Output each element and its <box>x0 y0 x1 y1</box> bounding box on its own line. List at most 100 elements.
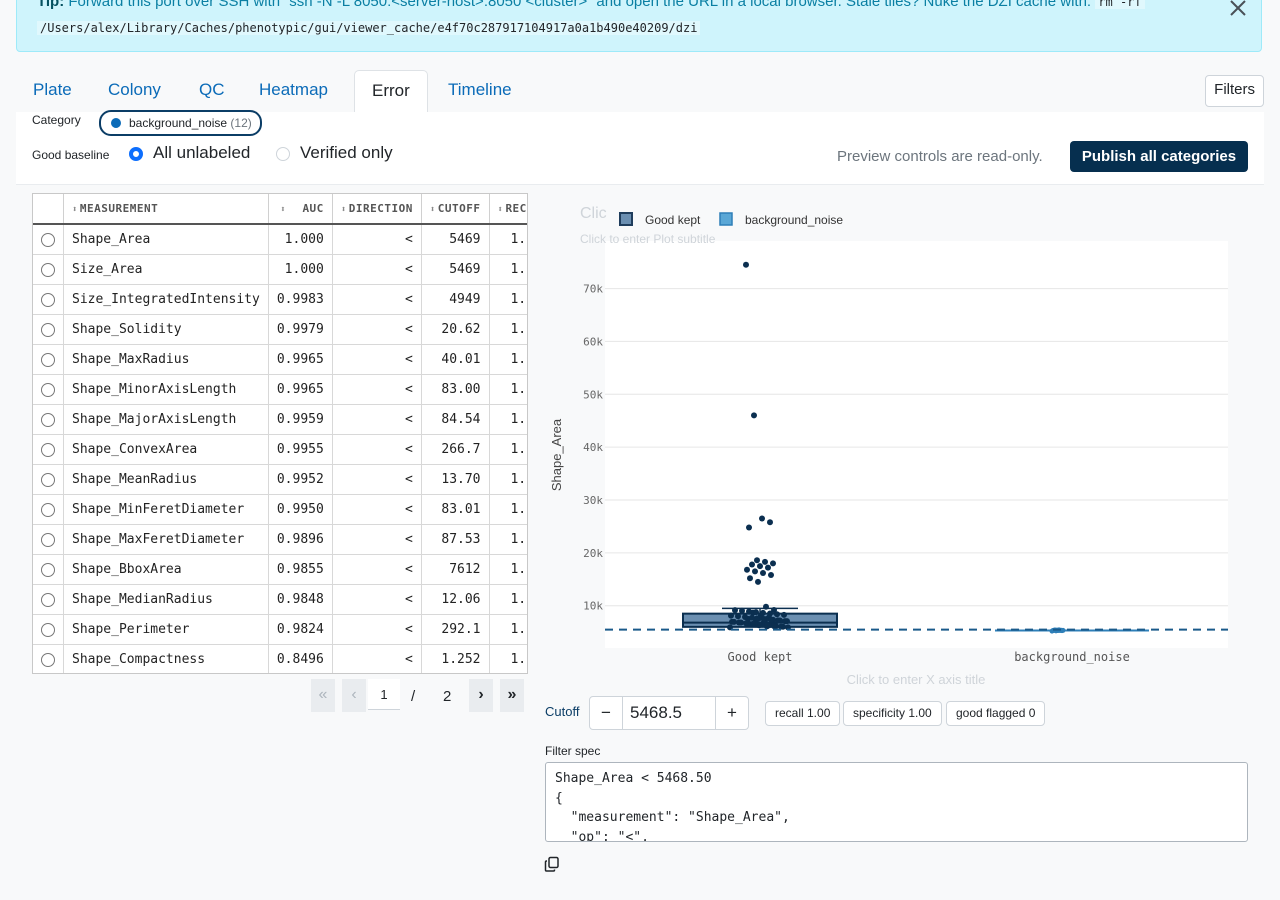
error-chart[interactable]: Clic Click to enter Plot subtitle Shape_… <box>545 193 1248 693</box>
row-select-cell[interactable] <box>33 644 64 673</box>
row-select-cell[interactable] <box>33 434 64 465</box>
row-select-cell[interactable] <box>33 464 64 495</box>
row-select-cell[interactable] <box>33 494 64 525</box>
sort-icon[interactable]: ⬍ <box>497 205 504 215</box>
tab-qc[interactable]: QC <box>199 80 225 99</box>
data-point-good-kept <box>771 622 777 629</box>
radio-checked-icon[interactable] <box>129 147 143 161</box>
row-radio-icon[interactable] <box>41 322 55 337</box>
row-select-cell[interactable] <box>33 374 64 405</box>
cutoff-stepper[interactable]: − 5468.5 + <box>589 696 749 730</box>
column-header-measurement[interactable]: ⬍ MEASUREMENT <box>63 194 269 225</box>
sort-icon[interactable]: ⬍ <box>280 205 287 215</box>
column-header-cutoff[interactable]: ⬍ CUTOFF <box>420 194 490 225</box>
cell-cutoff: 5469 <box>420 223 490 255</box>
row-radio-icon[interactable] <box>41 352 55 367</box>
row-select-cell[interactable] <box>33 314 64 345</box>
cell-auc: 0.9855 <box>267 554 333 585</box>
prev-page-icon[interactable]: ‹ <box>342 679 366 712</box>
row-radio-icon[interactable] <box>41 382 55 397</box>
cell-direction: < <box>331 554 422 585</box>
column-header-recall[interactable]: ⬍RECA <box>488 194 527 225</box>
row-select-cell[interactable] <box>33 554 64 585</box>
column-header-direction[interactable]: ⬍ DIRECTION <box>331 194 422 225</box>
radio-unchecked-icon[interactable] <box>276 147 290 161</box>
tip-label: Tip: <box>37 0 65 10</box>
tip-text: Forward this port over SSH with `ssh -N … <box>68 0 1092 10</box>
row-select-cell[interactable] <box>33 223 64 255</box>
row-select-cell[interactable] <box>33 344 64 375</box>
row-radio-icon[interactable] <box>41 502 55 517</box>
cell-auc: 0.9952 <box>267 464 333 495</box>
filter-spec-textarea[interactable]: Shape_Area < 5468.50 { "measurement": "S… <box>545 762 1248 842</box>
tab-plate[interactable]: Plate <box>33 80 72 99</box>
row-radio-icon[interactable] <box>41 232 55 247</box>
row-select-cell[interactable] <box>33 404 64 435</box>
row-radio-icon[interactable] <box>41 412 55 427</box>
x-ticks: Good kept background_noise <box>727 650 1129 664</box>
category-pill[interactable]: background_noise (12) <box>99 110 262 136</box>
row-radio-icon[interactable] <box>41 532 55 547</box>
tab-colony[interactable]: Colony <box>108 80 161 99</box>
column-header-auc[interactable]: ⬍ AUC <box>267 194 333 225</box>
cell-direction: < <box>331 614 422 645</box>
cell-recall: 1.0 <box>488 223 527 255</box>
page-input[interactable]: 1 <box>368 679 400 710</box>
row-radio-icon[interactable] <box>41 472 55 487</box>
row-select-cell[interactable] <box>33 614 64 645</box>
row-radio-icon[interactable] <box>41 652 55 667</box>
filters-button[interactable]: Filters <box>1205 75 1264 107</box>
publish-all-button[interactable]: Publish all categories <box>1070 141 1248 172</box>
row-radio-icon[interactable] <box>41 292 55 307</box>
cell-cutoff: 292.1 <box>420 614 490 645</box>
close-icon[interactable] <box>1229 0 1247 21</box>
row-select-cell[interactable] <box>33 284 64 315</box>
cell-measurement: Shape_MedianRadius <box>63 584 269 615</box>
cell-cutoff: 7612 <box>420 554 490 585</box>
tip-code-path: /Users/alex/Library/Caches/phenotypic/gu… <box>37 21 701 35</box>
row-radio-icon[interactable] <box>41 262 55 277</box>
tab-heatmap[interactable]: Heatmap <box>259 80 328 99</box>
cell-recall: 1.0 <box>488 584 527 615</box>
cell-recall: 1.0 <box>488 284 527 315</box>
row-select-cell[interactable] <box>33 584 64 615</box>
plus-icon[interactable]: + <box>715 697 748 729</box>
row-select-cell[interactable] <box>33 524 64 555</box>
tab-error[interactable]: Error <box>354 70 428 113</box>
cell-measurement: Shape_BboxArea <box>63 554 269 585</box>
minus-icon[interactable]: − <box>590 697 623 729</box>
row-radio-icon[interactable] <box>41 442 55 457</box>
first-page-icon[interactable]: « <box>311 679 335 712</box>
copy-icon[interactable] <box>544 856 560 872</box>
row-radio-icon[interactable] <box>41 592 55 607</box>
cell-direction: < <box>331 584 422 615</box>
controls-panel: Category background_noise (12) Good base… <box>16 110 1264 185</box>
row-radio-icon[interactable] <box>41 622 55 637</box>
row-radio-icon[interactable] <box>41 562 55 577</box>
sort-icon[interactable]: ⬍ <box>72 205 78 215</box>
sort-icon[interactable]: ⬍ <box>340 205 347 215</box>
next-page-icon[interactable]: › <box>469 679 493 712</box>
cutoff-input[interactable]: 5468.5 <box>630 703 682 722</box>
sort-icon[interactable]: ⬍ <box>429 205 436 215</box>
last-page-icon[interactable]: » <box>500 679 524 712</box>
cell-auc: 0.9824 <box>267 614 333 645</box>
tab-timeline[interactable]: Timeline <box>448 80 512 99</box>
cell-recall: 1.0 <box>488 644 527 673</box>
row-select-cell[interactable] <box>33 254 64 285</box>
